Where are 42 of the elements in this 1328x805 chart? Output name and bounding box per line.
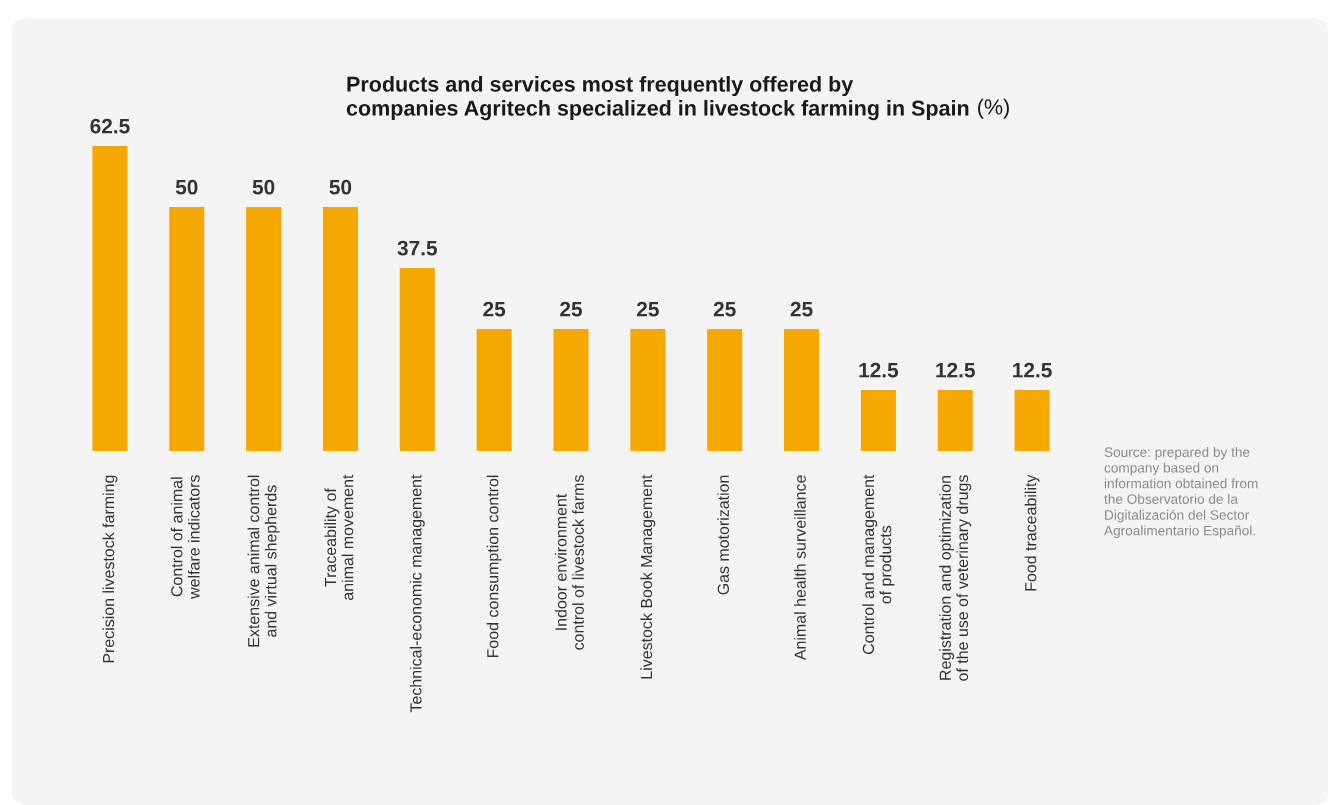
x-tick-label: Control of animal welfare indicators: [170, 475, 200, 599]
x-tick-label: Traceability of animal movement: [324, 474, 354, 600]
x-tick-label: Technical-economic management: [409, 474, 425, 713]
data-label: 25: [713, 301, 736, 317]
x-tick-label: Precision livestock farming: [102, 475, 118, 663]
x-tick-label: Control and management of products: [862, 474, 895, 655]
x-tick-label: Indoor environment control of livestock farms: [554, 475, 584, 650]
bar: [399, 268, 435, 451]
bar: [553, 329, 589, 451]
x-tick-label: Livestock Book Management: [640, 474, 656, 679]
data-label: 25: [483, 301, 506, 317]
data-label: 12.5: [936, 362, 975, 378]
data-label: 50: [175, 179, 198, 195]
data-label: 12.5: [1013, 362, 1052, 378]
bar: [169, 207, 205, 451]
x-tick-label: Animal health surveillance: [794, 475, 806, 661]
bar: [246, 207, 282, 451]
bar: [1014, 390, 1050, 451]
data-label: 12.5: [859, 362, 899, 378]
x-tick-label: Gas motorization: [717, 475, 729, 595]
bar: [476, 329, 512, 451]
chart-subtitle: (%): [978, 98, 1009, 119]
bar: [707, 329, 743, 451]
bar: [322, 207, 358, 451]
data-label: 25: [636, 301, 659, 317]
bar: [92, 146, 128, 451]
bar: [937, 390, 973, 451]
source-note: Source: prepared by the company based on information obtained from the Observatorio de la Digitalización del Sector Agroalimentario Español.: [1104, 447, 1258, 539]
chart-title: Products and services most frequently offered by companies Agritech specialized in livestock farming in Spain: [346, 76, 969, 121]
data-label: 50: [252, 179, 275, 195]
data-label: 37.5: [397, 240, 437, 256]
bar: [860, 390, 896, 451]
x-tick-label: Extensive animal control and virtual shepherds: [247, 475, 280, 647]
bar: [784, 329, 820, 451]
x-tick-label: Registration and optimization of the use of veterinary drugs: [939, 475, 972, 681]
data-label: 50: [329, 179, 352, 195]
bar: [630, 329, 666, 451]
data-label: 62.5: [90, 118, 130, 134]
data-label: 25: [560, 301, 583, 317]
data-label: 25: [790, 301, 813, 317]
x-tick-label: Food traceability: [1024, 474, 1040, 591]
x-tick-label: Food consumption control: [486, 475, 502, 658]
